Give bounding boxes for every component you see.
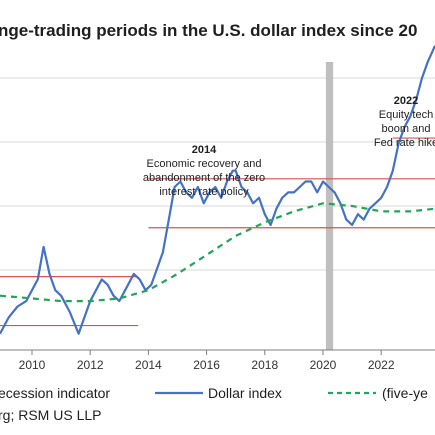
source-note: rg; RSM US LLP bbox=[0, 407, 101, 423]
series-line-five-year-average bbox=[0, 202, 435, 303]
annotation-2022-line-2: boom and bbox=[382, 123, 431, 135]
legend-label-recession: ecession indicator bbox=[0, 385, 110, 401]
range-lines bbox=[0, 137, 435, 327]
x-axis: 2010 2012 2014 2016 2018 2020 2022 bbox=[0, 349, 435, 372]
x-tick-label-2010: 2010 bbox=[19, 358, 46, 372]
annotation-2022-line-1: Equity tech bbox=[379, 109, 433, 121]
annotation-2022-line-3: Fed rate hike bbox=[374, 137, 435, 149]
x-tick-label-2020: 2020 bbox=[310, 358, 337, 372]
annotation-2022-year: 2022 bbox=[394, 95, 418, 107]
recession-shading bbox=[325, 62, 334, 350]
gridlines bbox=[0, 77, 435, 271]
recession-band-0 bbox=[325, 62, 334, 350]
chart-title: nge-trading periods in the U.S. dollar i… bbox=[0, 21, 417, 40]
annotation-2014: 2014 Economic recovery and abandonment o… bbox=[143, 144, 265, 198]
x-tick-label-2014: 2014 bbox=[135, 358, 162, 372]
x-tick-label-2022: 2022 bbox=[368, 358, 395, 372]
series-line-dollar-index bbox=[0, 45, 435, 335]
x-tick-label-2016: 2016 bbox=[193, 358, 220, 372]
x-tick-label-2018: 2018 bbox=[251, 358, 278, 372]
legend-label-five-year: (five-ye bbox=[382, 385, 428, 401]
legend: ecession indicator Dollar index (five-ye bbox=[0, 385, 428, 401]
annotation-2014-line-1: Economic recovery and bbox=[147, 158, 262, 170]
annotation-2014-year: 2014 bbox=[192, 144, 217, 156]
x-tick-label-2012: 2012 bbox=[77, 358, 104, 372]
legend-label-dollar-index: Dollar index bbox=[208, 385, 282, 401]
annotation-2014-line-2: abandonment of the zero bbox=[143, 172, 265, 184]
series-lines bbox=[0, 45, 435, 335]
annotation-2022: 2022 Equity tech boom and Fed rate hike bbox=[374, 95, 435, 149]
annotation-2014-line-3: interest rate policy bbox=[159, 186, 249, 198]
